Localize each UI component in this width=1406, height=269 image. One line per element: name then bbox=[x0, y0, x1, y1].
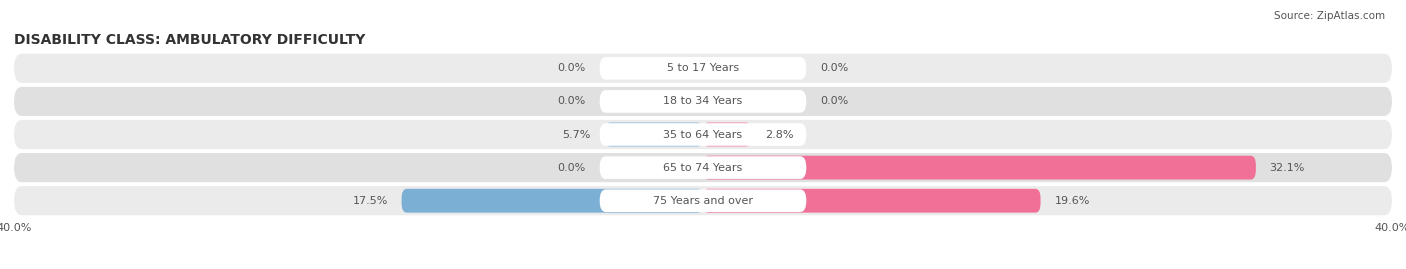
FancyBboxPatch shape bbox=[703, 189, 1040, 213]
FancyBboxPatch shape bbox=[599, 123, 807, 146]
Text: 65 to 74 Years: 65 to 74 Years bbox=[664, 162, 742, 173]
Text: 18 to 34 Years: 18 to 34 Years bbox=[664, 96, 742, 107]
FancyBboxPatch shape bbox=[14, 120, 1392, 149]
Text: 0.0%: 0.0% bbox=[558, 96, 586, 107]
Text: 0.0%: 0.0% bbox=[558, 63, 586, 73]
Text: 17.5%: 17.5% bbox=[353, 196, 388, 206]
FancyBboxPatch shape bbox=[14, 54, 1392, 83]
Text: 2.8%: 2.8% bbox=[765, 129, 793, 140]
FancyBboxPatch shape bbox=[599, 90, 807, 113]
FancyBboxPatch shape bbox=[599, 156, 807, 179]
Text: 0.0%: 0.0% bbox=[820, 63, 848, 73]
FancyBboxPatch shape bbox=[402, 189, 703, 213]
FancyBboxPatch shape bbox=[14, 186, 1392, 215]
FancyBboxPatch shape bbox=[14, 153, 1392, 182]
FancyBboxPatch shape bbox=[605, 123, 703, 146]
Text: 35 to 64 Years: 35 to 64 Years bbox=[664, 129, 742, 140]
FancyBboxPatch shape bbox=[14, 87, 1392, 116]
Text: 5 to 17 Years: 5 to 17 Years bbox=[666, 63, 740, 73]
FancyBboxPatch shape bbox=[703, 156, 1256, 179]
Text: Source: ZipAtlas.com: Source: ZipAtlas.com bbox=[1274, 11, 1385, 21]
Text: 75 Years and over: 75 Years and over bbox=[652, 196, 754, 206]
Text: 5.7%: 5.7% bbox=[562, 129, 591, 140]
Text: 19.6%: 19.6% bbox=[1054, 196, 1090, 206]
FancyBboxPatch shape bbox=[599, 57, 807, 80]
Text: 0.0%: 0.0% bbox=[558, 162, 586, 173]
Text: 32.1%: 32.1% bbox=[1270, 162, 1305, 173]
Text: DISABILITY CLASS: AMBULATORY DIFFICULTY: DISABILITY CLASS: AMBULATORY DIFFICULTY bbox=[14, 33, 366, 47]
Text: 0.0%: 0.0% bbox=[820, 96, 848, 107]
FancyBboxPatch shape bbox=[599, 189, 807, 212]
FancyBboxPatch shape bbox=[703, 123, 751, 146]
